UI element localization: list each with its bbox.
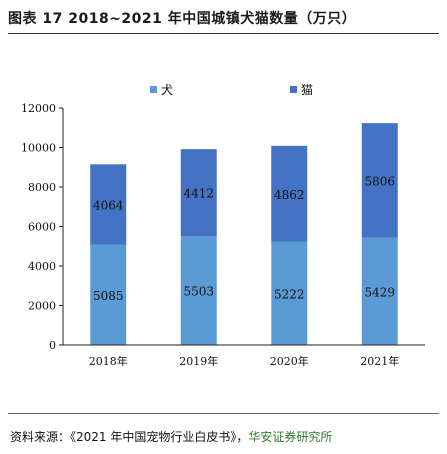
data-label-0-1: 4064 bbox=[93, 198, 124, 212]
legend-label-0: 犬 bbox=[161, 83, 173, 97]
y-axis: 0 2000 4000 6000 8000 10000 12000 bbox=[21, 102, 64, 352]
x-tick-label-3: 2021年 bbox=[360, 354, 399, 368]
bar-2-1 bbox=[271, 145, 308, 242]
data-label-0-0: 5085 bbox=[93, 289, 124, 303]
data-label-3-1: 5806 bbox=[364, 174, 395, 188]
data-label-1-0: 5503 bbox=[183, 285, 214, 299]
y-tick-label-1: 2000 bbox=[28, 300, 56, 313]
bar-2-0 bbox=[271, 241, 308, 345]
chart-title: 图表 17 2018~2021 年中国城镇犬猫数量（万只） bbox=[8, 11, 357, 27]
source-prefix: 资料来源：《2021 年中国宠物行业白皮书》， bbox=[10, 430, 249, 444]
y-tick-label-6: 12000 bbox=[21, 102, 56, 115]
bar-1-0 bbox=[180, 236, 217, 345]
data-label-3-0: 5429 bbox=[364, 285, 395, 299]
bars: 5085 4064 5503 4412 5222 4862 5429 5806 bbox=[90, 123, 398, 345]
data-label-1-1: 4412 bbox=[183, 187, 214, 201]
legend-swatch-0 bbox=[150, 86, 157, 93]
bar-3-0 bbox=[361, 237, 398, 345]
source-brand: 华安证券研究所 bbox=[248, 430, 333, 444]
data-label-2-0: 5222 bbox=[274, 287, 305, 301]
legend-swatch-1 bbox=[290, 86, 297, 93]
source-note: 资料来源：《2021 年中国宠物行业白皮书》，华安证券研究所 bbox=[10, 428, 332, 445]
bar-0-0 bbox=[90, 244, 127, 345]
y-tick-label-4: 8000 bbox=[28, 181, 56, 194]
y-tick-label-0: 0 bbox=[49, 339, 56, 352]
bar-0-1 bbox=[90, 164, 127, 245]
source-divider bbox=[8, 413, 439, 414]
legend: 犬猫 bbox=[150, 83, 313, 97]
legend-label-1: 猫 bbox=[301, 83, 313, 97]
bar-1-1 bbox=[180, 149, 217, 237]
data-label-2-1: 4862 bbox=[274, 188, 305, 202]
y-tick-label-5: 10000 bbox=[21, 142, 56, 155]
title-divider bbox=[8, 33, 439, 34]
x-tick-label-1: 2019年 bbox=[179, 354, 218, 368]
stacked-bar-chart: 犬猫 020004000600080001000012000 508540645… bbox=[21, 83, 425, 368]
x-tick-label-2: 2020年 bbox=[270, 354, 309, 368]
x-axis: 2018年 2019年 2020年 2021年 bbox=[63, 344, 425, 368]
bar-3-1 bbox=[361, 123, 398, 238]
y-tick-label-3: 6000 bbox=[28, 221, 56, 234]
x-tick-label-0: 2018年 bbox=[89, 354, 128, 368]
y-tick-label-2: 4000 bbox=[28, 260, 56, 273]
